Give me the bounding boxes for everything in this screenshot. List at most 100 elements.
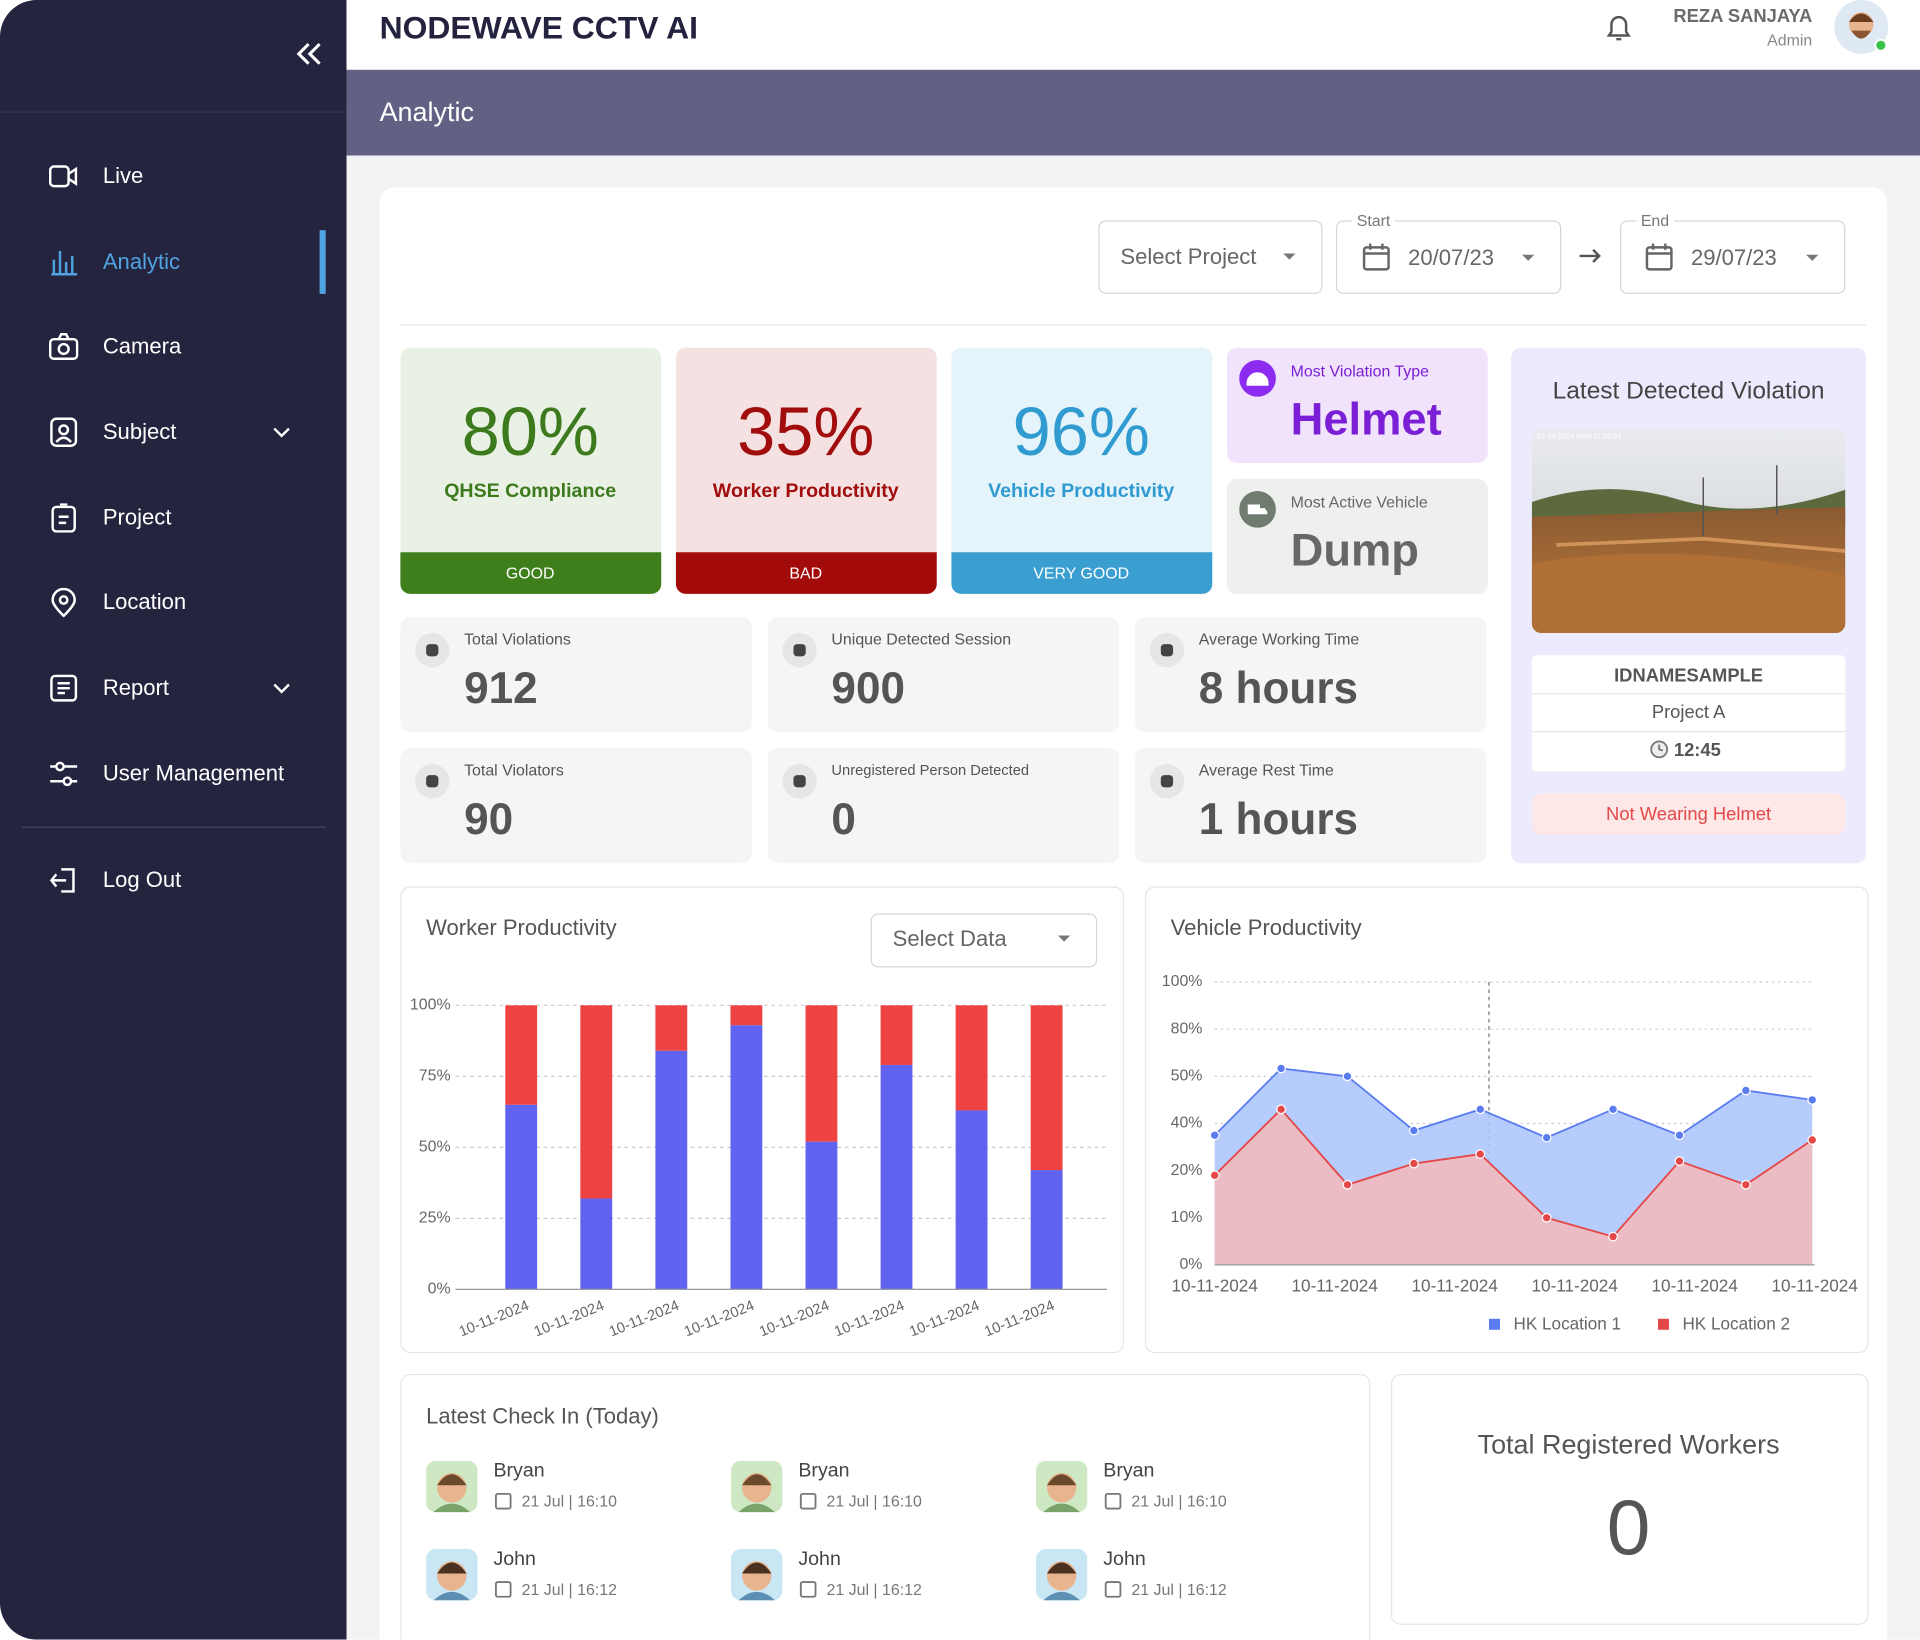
stat-label: Unregistered Person Detected	[831, 761, 1030, 779]
nav-camera[interactable]: Camera	[102, 333, 182, 359]
x-tick-label: 10-11-2024	[832, 1298, 907, 1341]
checkin-card	[400, 1373, 1371, 1640]
series-line	[1214, 1107, 1813, 1238]
chevron[interactable]	[272, 680, 292, 697]
data-point	[1408, 1158, 1419, 1169]
calendar-icon	[495, 1492, 512, 1510]
x-tick-label: 10-11-2024	[1172, 1275, 1259, 1295]
avatar-hair	[1046, 1474, 1077, 1486]
violation-type: Not Wearing Helmet	[1606, 803, 1772, 825]
x-tick-label: 10-11-2024	[907, 1298, 982, 1341]
x-tick-label: 10-11-2024	[532, 1298, 607, 1341]
calendar-icon	[1362, 243, 1390, 271]
y-tick-label: 80%	[1171, 1020, 1203, 1037]
chevron[interactable]	[272, 424, 292, 441]
calendar-icon	[799, 1581, 817, 1598]
avatar-hair	[437, 1474, 467, 1486]
project-select-text: Select Project	[1120, 244, 1257, 269]
start-date-text: 20/07/23	[1408, 245, 1494, 271]
chart-title: Worker Productivity	[426, 915, 617, 940]
stat-card	[400, 748, 752, 864]
bell-icon[interactable]	[1604, 11, 1633, 45]
start-label: Start	[1351, 211, 1396, 230]
y-tick-label: 40%	[1171, 1115, 1203, 1132]
nav-location[interactable]: Location	[102, 589, 187, 615]
data-select-text: Select Data	[892, 926, 1007, 951]
x-tick-label: 10-11-2024	[457, 1298, 532, 1341]
nav-subject[interactable]: Subject	[102, 419, 177, 444]
stat-card	[767, 617, 1120, 733]
kpi-value: 80%	[461, 392, 599, 470]
start-date[interactable]	[1335, 220, 1562, 294]
series-line	[1214, 1067, 1813, 1139]
violation-snapshot[interactable]: 07-24-2024 Wed 11:32:01	[1531, 428, 1846, 634]
stat-icon-dot	[793, 644, 806, 657]
avatar-hair	[437, 1562, 467, 1574]
data-point	[1740, 1085, 1751, 1096]
camera-icon	[48, 333, 79, 360]
nav-report[interactable]: Report	[102, 675, 170, 700]
bar-segment	[505, 1005, 538, 1105]
nav-project[interactable]: Project	[102, 505, 172, 530]
user-role: Admin	[1767, 30, 1813, 49]
snapshot-timestamp: 07-24-2024 Wed 11:32:01	[1537, 431, 1621, 440]
y-tick-label: 75%	[419, 1068, 451, 1085]
checkin-name: John	[798, 1548, 841, 1570]
data-point	[1342, 1179, 1353, 1190]
report-icon	[50, 674, 78, 702]
stat-icon-dot	[426, 775, 439, 788]
calendar-icon	[799, 1492, 817, 1510]
bar-segment	[880, 1064, 913, 1290]
subject-icon	[50, 417, 78, 447]
data-point	[1276, 1063, 1286, 1074]
logout-icon	[49, 868, 75, 893]
stat-label: Total Violators	[464, 761, 564, 780]
checkin-avatar	[1035, 1460, 1088, 1513]
divider	[400, 324, 1867, 326]
kpi-status-bar	[400, 552, 662, 594]
violation-project: Project A	[1651, 702, 1726, 724]
kpi-status-bar	[951, 552, 1213, 594]
data-point	[1209, 1170, 1220, 1181]
y-tick-label: 20%	[1171, 1162, 1203, 1179]
bar-segment	[580, 1005, 613, 1199]
checkin-name: John	[493, 1548, 536, 1570]
divider	[22, 826, 326, 828]
highlight-value: Helmet	[1290, 394, 1442, 445]
stat-value: 0	[831, 793, 856, 844]
data-point	[1674, 1130, 1685, 1141]
calendar-icon	[495, 1581, 512, 1598]
bar-segment	[955, 1110, 988, 1290]
legend-label: HK Location 1	[1513, 1313, 1621, 1333]
nav-analytic[interactable]: Analytic	[102, 249, 181, 274]
bar-segment	[730, 1005, 763, 1026]
collapse-icon[interactable]	[294, 39, 326, 68]
data-point	[1408, 1125, 1419, 1136]
bar-segment	[955, 1005, 988, 1111]
data-point	[1475, 1149, 1486, 1160]
calendar-icon	[1104, 1581, 1122, 1598]
data-point	[1276, 1104, 1286, 1115]
checkin-avatar	[731, 1460, 783, 1513]
end-date[interactable]	[1620, 220, 1846, 294]
user-avatar[interactable]	[1833, 0, 1892, 56]
kpi-value: 96%	[1012, 392, 1150, 470]
bar-segment	[730, 1025, 763, 1290]
kpi-value: 35%	[737, 392, 875, 470]
nav-logout[interactable]: Log Out	[102, 867, 182, 893]
y-tick-label: 50%	[1171, 1068, 1203, 1085]
total-workers-value: 0	[1606, 1482, 1651, 1572]
avatar-body	[738, 1503, 776, 1513]
stat-card	[767, 748, 1120, 864]
nav-live[interactable]: Live	[102, 163, 144, 188]
stat-value: 1 hours	[1198, 793, 1358, 844]
nav-user-management[interactable]: User Management	[102, 761, 285, 786]
dropdown-arrow	[1283, 253, 1296, 260]
data-point	[1674, 1156, 1685, 1167]
checkin-name: Bryan	[798, 1460, 850, 1482]
data-select[interactable]	[870, 913, 1098, 968]
avatar-body	[433, 1503, 471, 1513]
project-select[interactable]	[1098, 220, 1323, 294]
